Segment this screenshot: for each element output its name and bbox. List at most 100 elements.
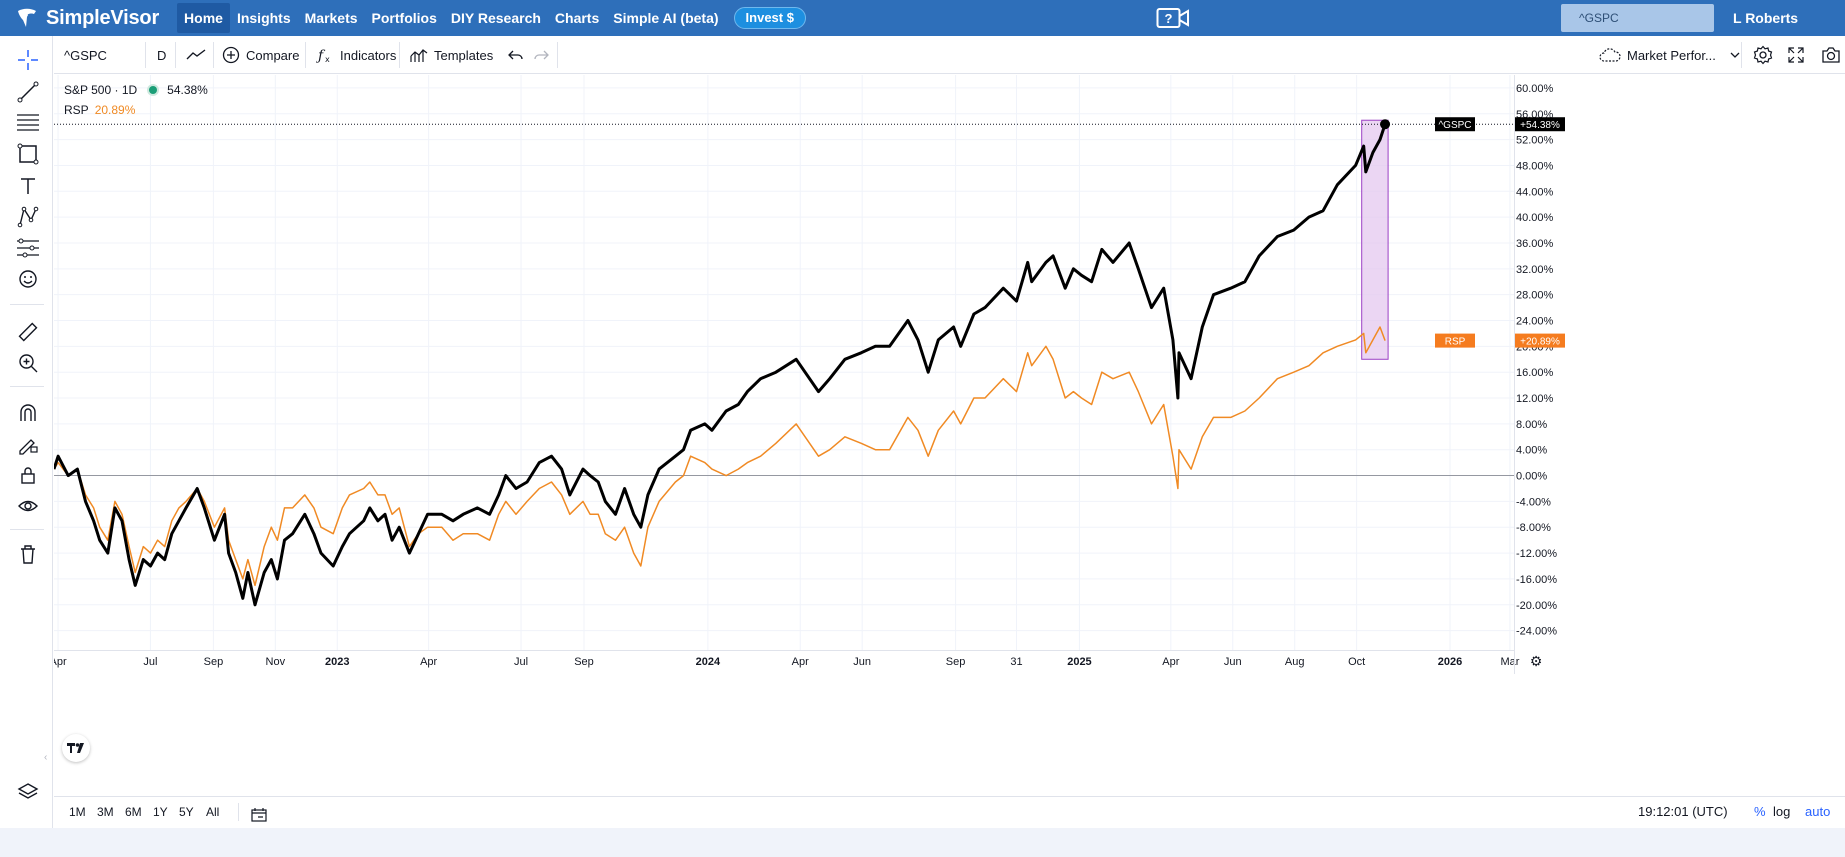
y-tick-label: 32.00%	[1516, 264, 1554, 276]
auto-scale-button[interactable]: auto	[1805, 804, 1831, 819]
brand-name: SimpleVisor	[46, 6, 160, 29]
rectangle-icon[interactable]	[14, 140, 42, 168]
axis-settings-gear-icon[interactable]: ⚙	[1530, 654, 1543, 670]
percent-scale-button[interactable]: %	[1754, 804, 1766, 819]
x-tick-label: Nov	[266, 656, 286, 668]
toolbar-divider	[175, 42, 176, 68]
undo-icon	[508, 50, 523, 60]
layout-selector[interactable]: Market Perfor...	[1599, 36, 1742, 74]
nav-diy-research[interactable]: DIY Research	[450, 10, 541, 26]
toolbar-divider	[238, 803, 239, 821]
x-tick-label: 2024	[696, 656, 721, 668]
settings-button[interactable]	[1753, 36, 1773, 74]
y-tick-label: 40.00%	[1516, 212, 1554, 224]
trend-line-icon[interactable]	[14, 78, 42, 106]
pattern-icon[interactable]	[14, 203, 42, 231]
eye-icon[interactable]	[14, 492, 42, 520]
lock-drawing-icon[interactable]	[14, 430, 42, 458]
line-chart-icon	[186, 49, 206, 60]
series-name-badge-label: ^GSPC	[1438, 120, 1471, 131]
range-1y-button[interactable]: 1Y	[153, 805, 168, 819]
legend-compare-value: 20.89%	[94, 103, 136, 117]
plus-circle-icon	[222, 46, 240, 64]
nav-portfolios[interactable]: Portfolios	[371, 10, 437, 26]
text-tool-icon[interactable]	[14, 172, 42, 200]
templates-button[interactable]: Templates	[410, 36, 493, 74]
interval-selector[interactable]: D	[157, 36, 166, 74]
y-tick-label: 24.00%	[1516, 316, 1554, 328]
last-value-badge	[1515, 117, 1565, 132]
collapse-arrow-icon[interactable]: ‹	[44, 752, 48, 763]
y-tick-label: -4.00%	[1516, 496, 1551, 508]
price-chart[interactable]: 60.00%56.00%52.00%48.00%44.00%40.00%36.0…	[49, 75, 1845, 790]
nav-insights[interactable]: Insights	[236, 10, 291, 26]
indicators-label: Indicators	[340, 47, 397, 63]
magnet-icon[interactable]	[14, 399, 42, 427]
x-tick-label: Mar	[1500, 656, 1519, 668]
fib-lines-icon[interactable]	[14, 109, 42, 137]
chart-type-button[interactable]	[186, 36, 206, 74]
zoom-in-icon[interactable]	[14, 349, 42, 377]
eagle-logo-icon	[14, 5, 40, 31]
log-scale-button[interactable]: log	[1773, 804, 1791, 819]
forecast-icon[interactable]	[14, 234, 42, 262]
y-tick-label: -8.00%	[1516, 522, 1551, 534]
svg-text:x: x	[325, 55, 330, 64]
brand[interactable]: SimpleVisor	[14, 0, 159, 36]
cloud-icon	[1599, 48, 1621, 62]
x-tick-label: Apr	[420, 656, 437, 668]
crosshair-icon[interactable]	[14, 46, 42, 74]
nav-markets[interactable]: Markets	[304, 10, 358, 26]
y-tick-label: 28.00%	[1516, 290, 1554, 302]
undo-button[interactable]	[508, 36, 524, 74]
range-3m-button[interactable]: 3M	[97, 805, 114, 819]
fullscreen-button[interactable]	[1787, 36, 1805, 74]
toolbar-divider	[305, 42, 306, 68]
series-name-badge	[1435, 117, 1475, 132]
emoji-icon[interactable]	[14, 265, 42, 293]
invest-button[interactable]: Invest $	[733, 7, 806, 29]
nav-simple-ai[interactable]: Simple AI (beta)	[613, 10, 719, 26]
y-tick-label: 4.00%	[1516, 445, 1547, 457]
legend-main-series[interactable]: S&P 500 · 1D 54.38%	[64, 80, 208, 100]
trash-icon[interactable]	[14, 540, 42, 568]
user-menu[interactable]: L Roberts	[1733, 10, 1799, 26]
x-tick-label: Sep	[204, 656, 224, 668]
symbol-search-input[interactable]	[1561, 4, 1714, 32]
chart-area[interactable]: 60.00% 56.00% 52.00% 48.00% 44.00% 40.00% 36.0…	[49, 75, 1845, 790]
utc-clock[interactable]: 19:12:01 (UTC)	[1638, 804, 1728, 819]
toolbar-divider	[557, 42, 558, 68]
screenshot-button[interactable]	[1821, 36, 1841, 74]
toolbar-divider	[10, 386, 44, 387]
last-value-badge-label: +54.38%	[1520, 120, 1560, 131]
chart-legend: S&P 500 · 1D 54.38% RSP 20.89%	[64, 80, 208, 120]
unlock-icon[interactable]	[14, 461, 42, 489]
symbol-label: ^GSPC	[64, 47, 107, 63]
tradingview-logo-icon[interactable]	[62, 734, 90, 762]
range-all-button[interactable]: All	[206, 805, 220, 819]
symbol-selector[interactable]: ^GSPC	[64, 36, 107, 74]
nav-charts[interactable]: Charts	[554, 10, 600, 26]
layers-icon[interactable]	[14, 778, 42, 806]
y-tick-label: 16.00%	[1516, 367, 1554, 379]
range-5y-button[interactable]: 5Y	[179, 805, 194, 819]
help-video-icon[interactable]: ?	[1156, 7, 1190, 31]
range-1m-button[interactable]: 1M	[69, 805, 86, 819]
x-tick-label: Sep	[946, 656, 966, 668]
ruler-icon[interactable]	[14, 318, 42, 346]
legend-main-value: 54.38%	[167, 83, 208, 97]
compare-button[interactable]: Compare	[222, 36, 299, 74]
toolbar-divider	[213, 42, 214, 68]
legend-compare-series[interactable]: RSP 20.89%	[64, 100, 208, 120]
range-6m-button[interactable]: 6M	[125, 805, 142, 819]
date-range-button[interactable]	[250, 804, 268, 822]
last-value-badge-label: +20.89%	[1520, 337, 1560, 348]
x-tick-label: Oct	[1348, 656, 1365, 668]
nav-home[interactable]: Home	[177, 3, 230, 33]
y-tick-label: -20.00%	[1516, 600, 1557, 612]
redo-button[interactable]	[533, 36, 549, 74]
y-tick-label: 60.00%	[1516, 83, 1554, 95]
x-tick-label: 31	[1010, 656, 1022, 668]
